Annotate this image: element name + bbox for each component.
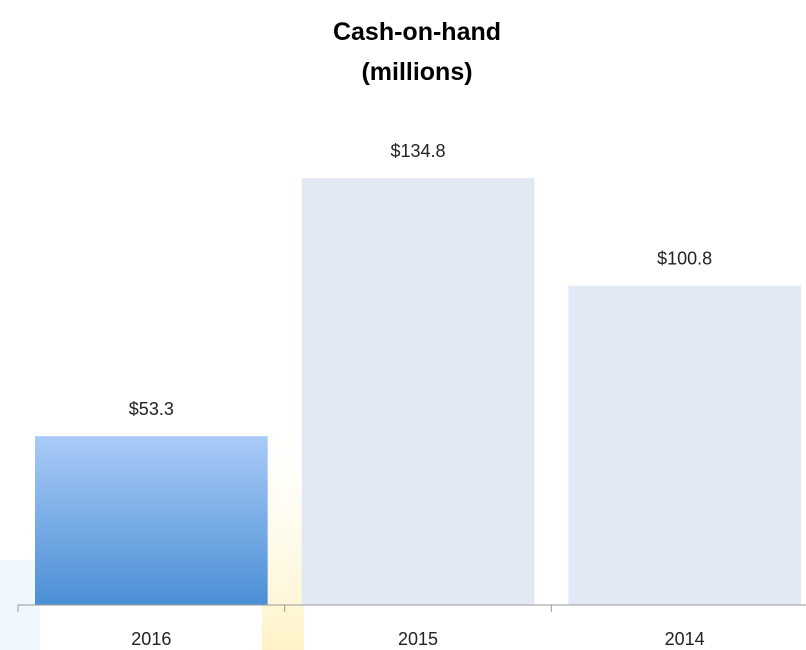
- bar: [35, 436, 268, 605]
- x-tick-label: 2016: [131, 629, 171, 649]
- bar: [301, 178, 535, 605]
- background-glow: [262, 430, 304, 650]
- value-label: $134.8: [390, 141, 445, 161]
- value-label: $100.8: [657, 248, 712, 268]
- x-tick-label: 2014: [665, 629, 705, 649]
- value-label: $53.3: [129, 399, 174, 419]
- bar: [568, 285, 801, 605]
- marks: $53.3 2016 $134.8 2015 $100.8 2014: [17, 141, 801, 649]
- x-tick-label: 2015: [398, 629, 438, 649]
- chart-title: Cash-on-hand (millions): [332, 18, 502, 86]
